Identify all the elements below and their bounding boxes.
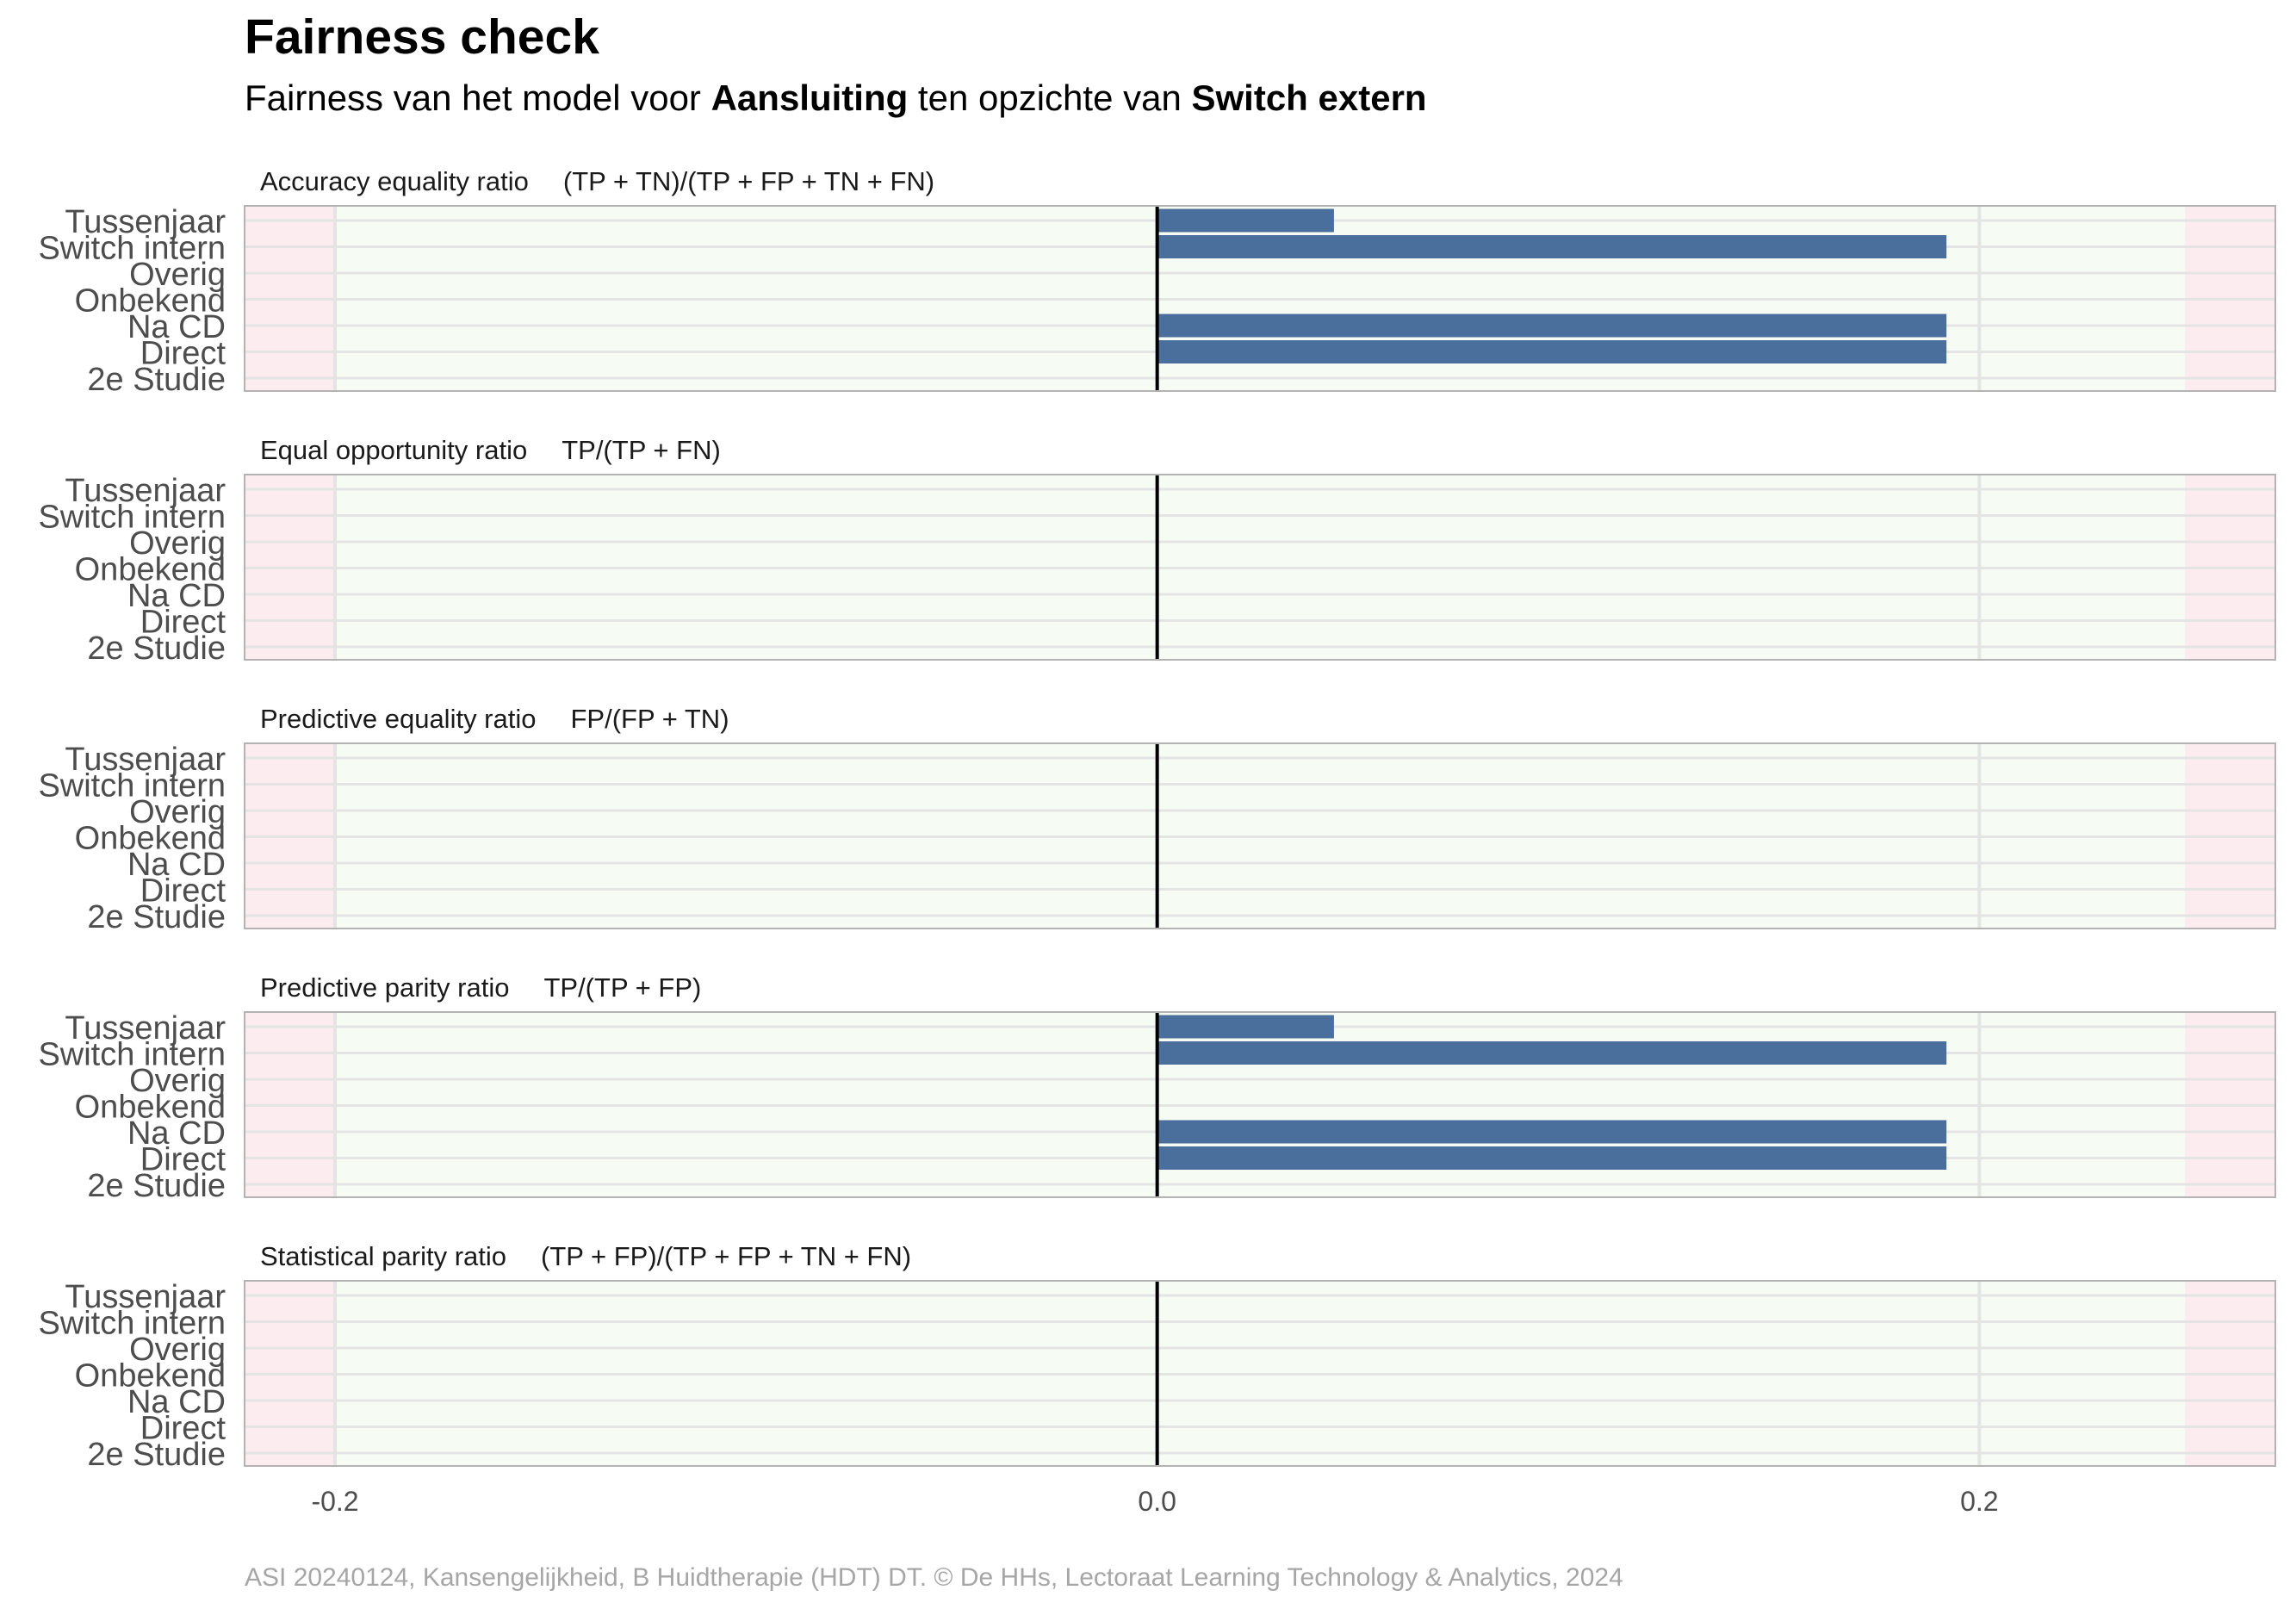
category-label: Switch intern — [38, 1037, 226, 1073]
category-label: Direct — [140, 873, 226, 910]
category-label: Na CD — [127, 309, 226, 345]
panel-border — [244, 1280, 2276, 1467]
panel-title: Equal opportunity ratio TP/(TP + FN) — [260, 435, 721, 465]
category-label: Tussenjaar — [65, 1279, 226, 1315]
category-label: 2e Studie — [87, 899, 226, 935]
category-label: Switch intern — [38, 231, 226, 267]
category-label: Direct — [140, 1411, 226, 1447]
category-label: Onbekend — [75, 821, 226, 857]
bar-direct — [1157, 340, 1947, 363]
x-tick-label: -0.2 — [311, 1486, 358, 1517]
panel-border — [244, 742, 2276, 929]
category-label: Overig — [129, 794, 226, 830]
panel-title: Accuracy equality ratio (TP + TN)/(TP + F… — [260, 166, 934, 196]
category-label: Tussenjaar — [65, 742, 226, 778]
panel-border — [244, 205, 2276, 392]
metric-formula: TP/(TP + FN) — [562, 435, 721, 465]
category-label: 2e Studie — [87, 1168, 226, 1204]
metric-name: Statistical parity ratio — [260, 1241, 506, 1271]
category-label: Direct — [140, 1142, 226, 1178]
category-label: Na CD — [127, 578, 226, 614]
subtitle-middle: ten opzichte van — [908, 78, 1192, 118]
category-label: Onbekend — [75, 552, 226, 588]
category-label: Tussenjaar — [65, 473, 226, 509]
panel-title: Predictive parity ratio TP/(TP + FP) — [260, 972, 701, 1003]
category-label: Onbekend — [75, 1358, 226, 1394]
category-label: Overig — [129, 257, 226, 293]
metric-name: Predictive equality ratio — [260, 704, 537, 734]
subtitle-model: Aansluiting — [711, 78, 909, 118]
metric-formula: (TP + FP)/(TP + FP + TN + FN) — [541, 1241, 911, 1271]
category-label: Tussenjaar — [65, 204, 226, 240]
panel-border — [244, 1011, 2276, 1198]
x-tick-label: 0.0 — [1138, 1486, 1176, 1517]
subtitle-reference-group: Switch extern — [1191, 78, 1427, 118]
bar-switch-intern — [1157, 235, 1947, 258]
category-label: Na CD — [127, 1115, 226, 1152]
panel-title: Predictive equality ratio FP/(FP + TN) — [260, 704, 729, 734]
category-label: Onbekend — [75, 1090, 226, 1126]
metric-name: Predictive parity ratio — [260, 972, 509, 1003]
subtitle-prefix: Fairness van het model voor — [245, 78, 711, 118]
metric-formula: TP/(TP + FP) — [543, 972, 701, 1003]
bar-direct — [1157, 1146, 1947, 1170]
metric-name: Accuracy equality ratio — [260, 166, 529, 196]
category-label: Tussenjaar — [65, 1010, 226, 1047]
bar-tussenjaar — [1157, 1015, 1334, 1039]
bar-tussenjaar — [1157, 208, 1334, 233]
x-tick-label: 0.2 — [1960, 1486, 1998, 1517]
bar-na-cd — [1157, 1120, 1947, 1144]
category-label: Onbekend — [75, 283, 226, 320]
metric-formula: (TP + TN)/(TP + FP + TN + FN) — [563, 166, 934, 196]
category-label: Switch intern — [38, 1306, 226, 1342]
category-label: Switch intern — [38, 500, 226, 536]
chart-title: Fairness check — [245, 9, 599, 65]
metric-formula: FP/(FP + TN) — [571, 704, 729, 734]
category-label: Overig — [129, 525, 226, 562]
category-label: Overig — [129, 1063, 226, 1099]
metric-name: Equal opportunity ratio — [260, 435, 527, 465]
category-label: Direct — [140, 605, 226, 641]
bar-switch-intern — [1157, 1041, 1947, 1065]
category-label: Overig — [129, 1332, 226, 1368]
chart-caption: ASI 20240124, Kansengelijkheid, B Huidth… — [245, 1563, 1623, 1592]
category-label: 2e Studie — [87, 362, 226, 398]
category-label: Na CD — [127, 1384, 226, 1420]
category-label: 2e Studie — [87, 1437, 226, 1473]
chart-subtitle: Fairness van het model voor Aansluiting … — [245, 78, 1427, 119]
bar-na-cd — [1157, 314, 1947, 338]
panel-border — [244, 474, 2276, 661]
panel-title: Statistical parity ratio (TP + FP)/(TP + … — [260, 1241, 911, 1271]
category-label: Direct — [140, 336, 226, 372]
category-label: 2e Studie — [87, 630, 226, 667]
category-label: Na CD — [127, 847, 226, 883]
category-label: Switch intern — [38, 768, 226, 804]
